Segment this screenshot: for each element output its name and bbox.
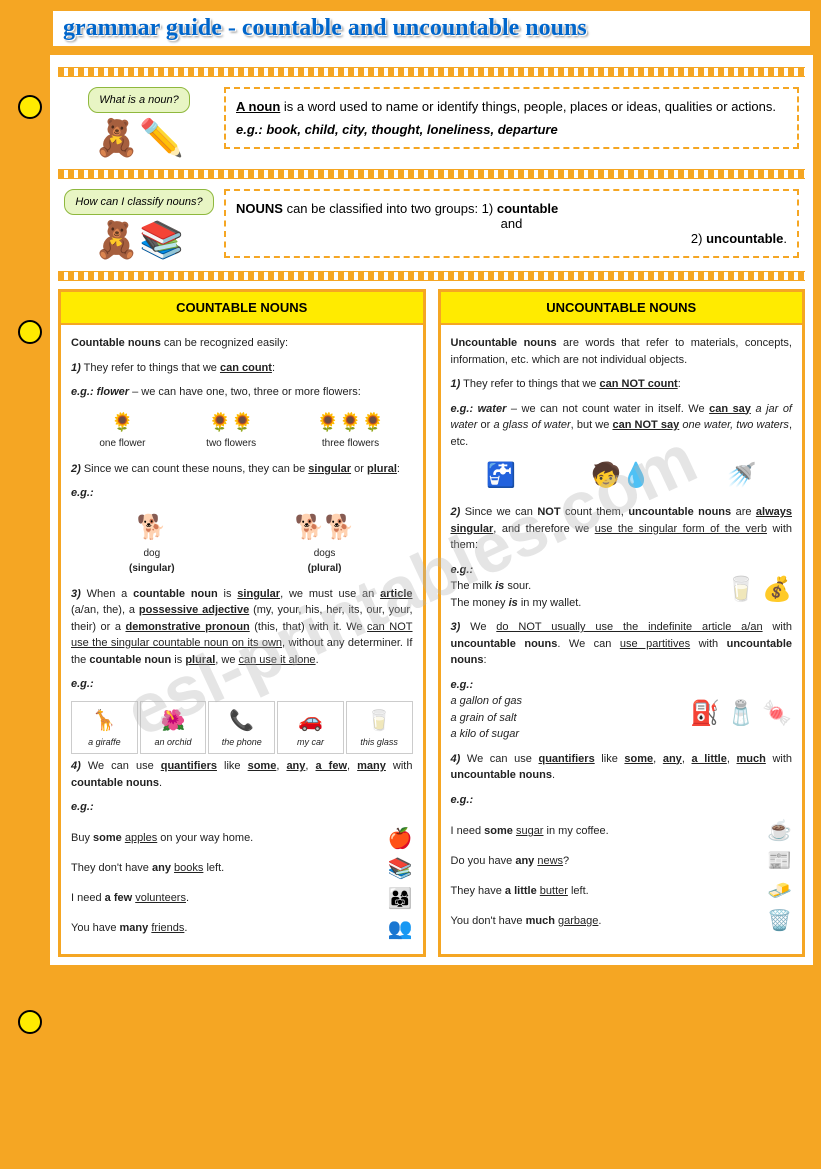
- flower-item: 🌻one flower: [99, 409, 145, 451]
- dog-item: 🐕dog(singular): [129, 510, 175, 576]
- uncountable-header: UNCOUNTABLE NOUNS: [441, 292, 803, 325]
- partitive-lines: a gallon of gasa grain of salta kilo of …: [451, 695, 523, 740]
- bear-icon: 🧸✏️: [94, 117, 184, 159]
- determiner-box: 📞the phone: [208, 701, 275, 755]
- example-line: You have many friends.👥: [71, 914, 413, 944]
- content-area: What is a noun? 🧸✏️ A noun is a word use…: [50, 55, 813, 965]
- binder-hole: [18, 1010, 42, 1034]
- example-line: They have a little butter left.🧈: [451, 876, 793, 906]
- intro-classify: How can I classify nouns? 🧸📚 NOUNS can b…: [58, 183, 805, 267]
- dog-item: 🐕🐕dogs(plural): [295, 510, 355, 576]
- columns-container: COUNTABLE NOUNS Countable nouns can be r…: [58, 289, 805, 957]
- determiner-box: 🥛this glass: [346, 701, 413, 755]
- binder-hole: [18, 95, 42, 119]
- determiner-box: 🦒a giraffe: [71, 701, 138, 755]
- divider: [58, 271, 805, 281]
- bear-icon: 🧸📚: [94, 219, 184, 261]
- intro-what-is-noun: What is a noun? 🧸✏️ A noun is a word use…: [58, 81, 805, 165]
- bear-illustration: What is a noun? 🧸✏️: [64, 87, 214, 159]
- flowers-illustration: 🌻one flower 🌻🌻two flowers 🌻🌻🌻three flowers: [71, 409, 413, 451]
- water-icon: 🚿: [726, 458, 756, 494]
- determiner-boxes: 🦒a giraffe🌺an orchid📞the phone🚗my car🥛th…: [71, 701, 413, 755]
- example-line: I need a few volunteers.👨‍👩‍👧: [71, 884, 413, 914]
- countable-column: COUNTABLE NOUNS Countable nouns can be r…: [58, 289, 426, 957]
- determiner-box: 🌺an orchid: [140, 701, 207, 755]
- countable-header: COUNTABLE NOUNS: [61, 292, 423, 325]
- dogs-illustration: 🐕dog(singular) 🐕🐕dogs(plural): [71, 510, 413, 576]
- countable-examples: Buy some apples on your way home.🍎They d…: [71, 824, 413, 944]
- flower-item: 🌻🌻🌻three flowers: [317, 409, 384, 451]
- noun-examples: e.g.: book, child, city, thought, loneli…: [236, 122, 787, 137]
- water-icon: 🚰: [486, 458, 516, 494]
- definition-box: A noun is a word used to name or identif…: [224, 87, 799, 149]
- classification-box: NOUNS can be classified into two groups:…: [224, 189, 799, 258]
- example-line: Do you have any news?📰: [451, 846, 793, 876]
- milk-money-icons: 🥛💰: [726, 572, 792, 608]
- divider: [58, 67, 805, 77]
- divider: [58, 169, 805, 179]
- countable-body: Countable nouns can be recognized easily…: [61, 325, 423, 954]
- determiner-box: 🚗my car: [277, 701, 344, 755]
- water-illustration: 🚰 🧒💧 🚿: [451, 458, 793, 494]
- binder-hole: [18, 320, 42, 344]
- speech-bubble: How can I classify nouns?: [64, 189, 213, 215]
- noun-definition: A noun is a word used to name or identif…: [236, 99, 787, 114]
- example-line: They don't have any books left.📚: [71, 854, 413, 884]
- partitive-icons: ⛽🧂🍬: [690, 696, 792, 732]
- example-line: I need some sugar in my coffee.☕: [451, 816, 793, 846]
- classification-text: NOUNS can be classified into two groups:…: [236, 201, 787, 216]
- worksheet-page: esl-printables.com grammar guide - count…: [0, 0, 821, 1169]
- example-line: Buy some apples on your way home.🍎: [71, 824, 413, 854]
- page-title: grammar guide - countable and uncountabl…: [63, 15, 800, 42]
- flower-item: 🌻🌻two flowers: [206, 409, 256, 451]
- uncountable-column: UNCOUNTABLE NOUNS Uncountable nouns are …: [438, 289, 806, 957]
- example-line: You don't have much garbage.🗑️: [451, 906, 793, 936]
- uncountable-examples: I need some sugar in my coffee.☕Do you h…: [451, 816, 793, 936]
- water-icon: 🧒💧: [591, 458, 651, 494]
- speech-bubble: What is a noun?: [88, 87, 190, 113]
- uncountable-body: Uncountable nouns are words that refer t…: [441, 325, 803, 946]
- title-banner: grammar guide - countable and uncountabl…: [50, 8, 813, 49]
- bear-illustration: How can I classify nouns? 🧸📚: [64, 189, 214, 261]
